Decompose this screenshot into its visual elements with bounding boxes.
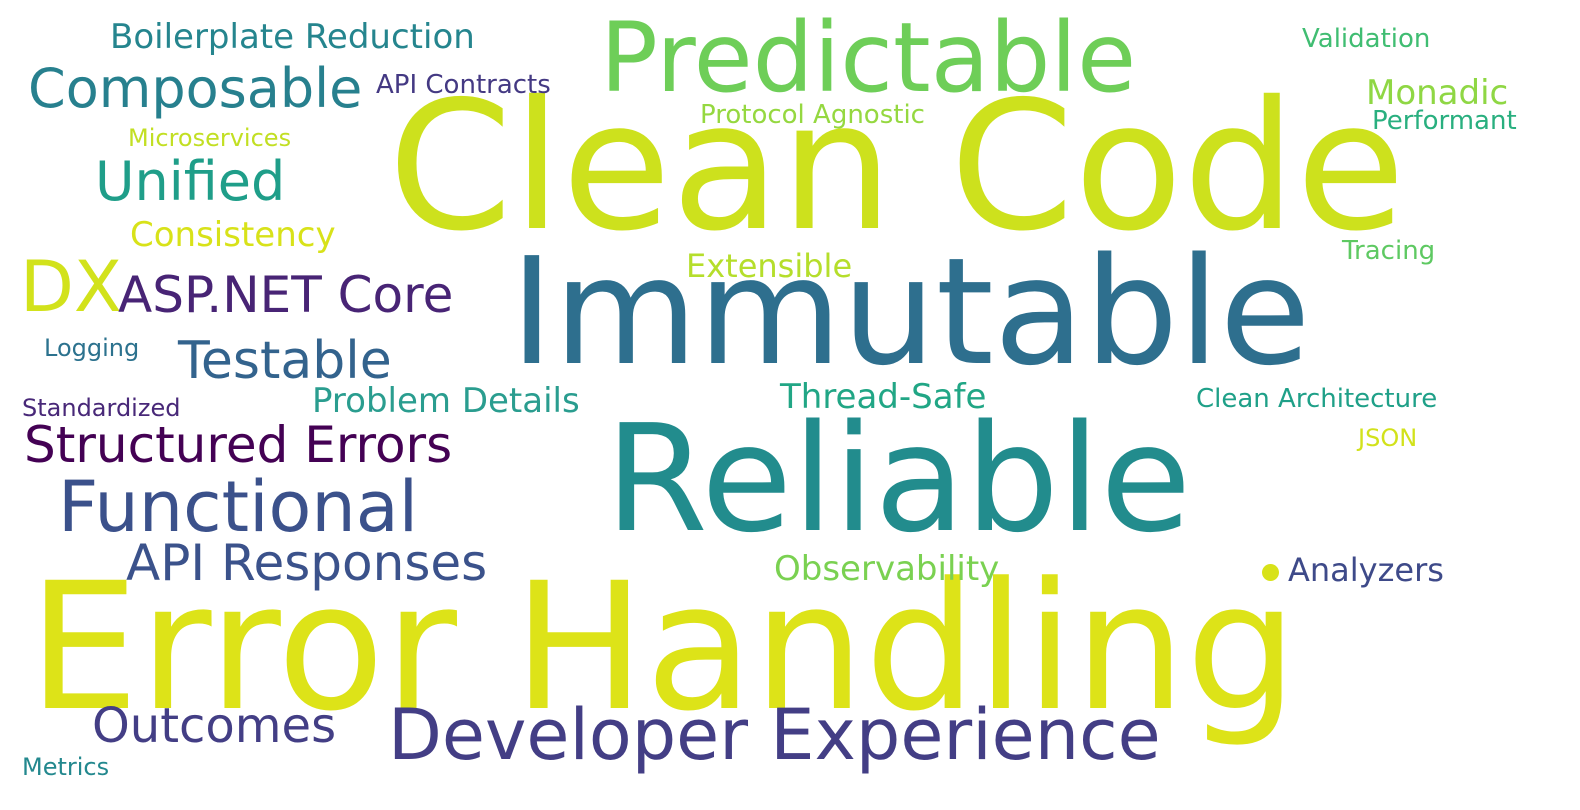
word-composable: Composable	[28, 57, 363, 120]
word-microservices: Microservices	[128, 124, 292, 152]
word-functional: Functional	[58, 466, 419, 548]
word-performant: Performant	[1372, 106, 1517, 136]
word-testable: Testable	[178, 331, 392, 391]
word-analyzers: Analyzers	[1288, 551, 1444, 589]
word-boilerplate-reduction: Boilerplate Reduction	[110, 17, 475, 57]
word-problem-details: Problem Details	[312, 381, 580, 421]
word-api-responses: API Responses	[126, 534, 488, 592]
word-metrics: Metrics	[22, 753, 110, 781]
word-logging: Logging	[44, 334, 140, 362]
word-api-contracts: API Contracts	[376, 70, 551, 100]
word-immutable: Immutable	[510, 226, 1311, 398]
word-consistency: Consistency	[130, 215, 336, 255]
word-predictable: Predictable	[600, 2, 1137, 114]
word-protocol-agnostic: Protocol Agnostic	[700, 100, 925, 130]
word-dx: DX	[20, 246, 122, 328]
word-thread-safe: Thread-Safe	[780, 377, 987, 417]
word-error-handling: Error Handling	[28, 545, 1298, 750]
word-unified: Unified	[95, 150, 286, 213]
word-asp-net-core: ASP.NET Core	[118, 266, 454, 324]
word-extensible: Extensible	[686, 247, 853, 285]
word-developer-experience: Developer Experience	[388, 694, 1161, 776]
word-clean-code: Clean Code	[388, 63, 1406, 270]
word-reliable: Reliable	[605, 393, 1192, 565]
word-tracing: Tracing	[1342, 236, 1436, 266]
word-structured-errors: Structured Errors	[24, 416, 453, 474]
word-validation: Validation	[1302, 24, 1431, 54]
dot-mark	[1262, 564, 1279, 581]
word-observability: Observability	[774, 549, 1000, 589]
word-monadic: Monadic	[1366, 73, 1509, 113]
word-json: JSON	[1358, 424, 1418, 452]
word-standardized: Standardized	[22, 394, 181, 422]
word-clean-architecture: Clean Architecture	[1196, 384, 1438, 414]
word-outcomes: Outcomes	[92, 698, 337, 754]
